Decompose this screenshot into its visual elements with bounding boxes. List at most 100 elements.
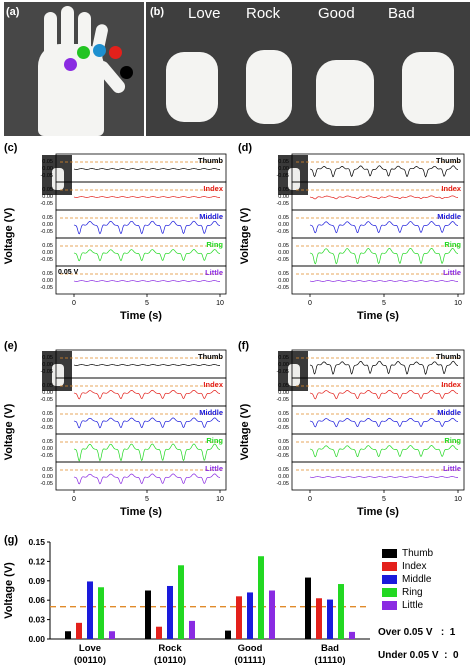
category-code-love: (00110) [74, 655, 106, 666]
bar-bad-little [349, 631, 355, 639]
signal-line-index [309, 389, 458, 400]
channel-label-thumb: Thumb [198, 352, 223, 361]
glove-photo-a [4, 2, 144, 136]
channel-label-index: Index [441, 184, 461, 193]
ytick-label-middle-low: -0.05 [40, 425, 53, 431]
row-frame-index [55, 181, 227, 211]
panel-label-a: (a) [6, 6, 20, 18]
ytick-label-little-low: -0.05 [276, 481, 289, 487]
channel-label-thumb: Thumb [436, 156, 461, 165]
ytick-label-middle-top: 0.05 [278, 215, 289, 221]
ytick-label-little-low: -0.05 [40, 481, 53, 487]
y-axis-label: Voltage (V) [239, 403, 251, 460]
gesture-love-hand [166, 52, 218, 122]
ytick-label-index-low: -0.05 [40, 201, 53, 207]
xtick-label-5: 5 [382, 300, 386, 307]
channel-label-index: Index [203, 184, 223, 193]
threshold-annotation: 0.05 V [58, 269, 79, 276]
rule-under: Under 0.05 V : 0 [378, 650, 459, 661]
marker-dot-index [109, 46, 122, 59]
signal-line-thumb [73, 168, 220, 170]
voltage-panel-c: Voltage (V)0.050.00-0.05Thumb0.050.00-0.… [3, 153, 227, 322]
ytick-label-thumb-mid: 0.00 [42, 166, 53, 172]
legend-middle: Middle [382, 574, 431, 585]
bar-good-middle [247, 592, 253, 639]
signal-line-middle [309, 417, 458, 428]
gesture-bad-hand [402, 52, 454, 124]
ytick-label-thumb-mid: 0.00 [42, 362, 53, 368]
bar-ytick-label-0.15: 0.15 [28, 537, 45, 547]
bar-rock-little [189, 620, 195, 639]
ytick-label-middle-mid: 0.00 [278, 222, 289, 228]
channel-label-ring: Ring [206, 240, 223, 249]
signal-line-little [73, 280, 220, 282]
channel-label-thumb: Thumb [198, 156, 223, 165]
glove-finger-middle [61, 6, 74, 56]
bar-rock-index [156, 626, 162, 639]
bar-ytick-label-0.06: 0.06 [28, 595, 45, 605]
ytick-label-thumb-top: 0.05 [42, 159, 53, 165]
ytick-label-index-top: 0.05 [42, 383, 53, 389]
bar-good-little [269, 590, 275, 639]
ytick-label-middle-low: -0.05 [276, 425, 289, 431]
bar-love-middle [87, 581, 93, 639]
bar-rock-middle [167, 585, 173, 639]
signal-line-little [309, 476, 458, 478]
ytick-label-index-low: -0.05 [276, 201, 289, 207]
ytick-label-thumb-mid: 0.00 [278, 362, 289, 368]
bar-bad-ring [338, 584, 344, 639]
ytick-label-index-mid: 0.00 [42, 194, 53, 200]
signal-line-thumb [73, 364, 220, 366]
ytick-label-ring-mid: 0.00 [42, 446, 53, 452]
panel-label-d: (d) [238, 142, 253, 154]
ytick-label-little-mid: 0.00 [42, 474, 53, 480]
inset-glove [52, 364, 64, 386]
signal-line-index [73, 389, 220, 400]
legend-swatch-thumb [382, 548, 397, 558]
ytick-label-little-mid: 0.00 [278, 278, 289, 284]
channel-label-ring: Ring [206, 436, 223, 445]
row-frame-little [291, 461, 465, 491]
inset-glove [52, 168, 64, 190]
bar-love-little [109, 631, 115, 639]
row-frame-ring [55, 237, 227, 267]
signal-line-middle [73, 220, 220, 235]
signal-line-thumb [309, 360, 458, 376]
ytick-label-little-low: -0.05 [40, 285, 53, 291]
ytick-label-little-top: 0.05 [278, 467, 289, 473]
ytick-label-ring-top: 0.05 [278, 439, 289, 445]
channel-label-middle: Middle [437, 212, 461, 221]
ytick-label-ring-top: 0.05 [278, 243, 289, 249]
legend-thumb: Thumb [382, 548, 433, 559]
channel-label-little: Little [443, 268, 461, 277]
legend-swatch-index [382, 561, 397, 571]
ytick-label-ring-low: -0.05 [276, 453, 289, 459]
ytick-label-thumb-top: 0.05 [42, 355, 53, 361]
voltage-panel-d: Voltage (V)0.050.00-0.05Thumb0.050.00-0.… [239, 153, 465, 322]
bar-love-ring [98, 587, 104, 639]
channel-label-index: Index [441, 380, 461, 389]
bar-love-thumb [65, 631, 71, 639]
legend-little: Little [382, 600, 423, 611]
ytick-label-middle-mid: 0.00 [278, 418, 289, 424]
signal-line-ring [309, 248, 458, 265]
legend-swatch-middle [382, 574, 397, 584]
signal-line-ring [309, 445, 458, 458]
voltage-panel-f: Voltage (V)0.050.00-0.05Thumb0.050.00-0.… [239, 349, 465, 518]
legend-swatch-ring [382, 587, 397, 597]
panel-label-b: (b) [150, 6, 165, 18]
ytick-label-ring-mid: 0.00 [42, 250, 53, 256]
inset-glove [288, 168, 300, 190]
ytick-label-ring-low: -0.05 [40, 257, 53, 263]
bar-ytick-label-0.03: 0.03 [28, 615, 45, 625]
ytick-label-ring-mid: 0.00 [278, 446, 289, 452]
signal-line-index [309, 195, 458, 200]
x-axis-label: Time (s) [120, 506, 162, 518]
channel-label-middle: Middle [437, 408, 461, 417]
xtick-label-10: 10 [216, 496, 224, 503]
row-frame-index [291, 181, 465, 211]
ytick-label-index-top: 0.05 [278, 383, 289, 389]
xtick-label-0: 0 [308, 496, 312, 503]
marker-dot-little [64, 58, 77, 71]
ytick-label-middle-top: 0.05 [42, 411, 53, 417]
